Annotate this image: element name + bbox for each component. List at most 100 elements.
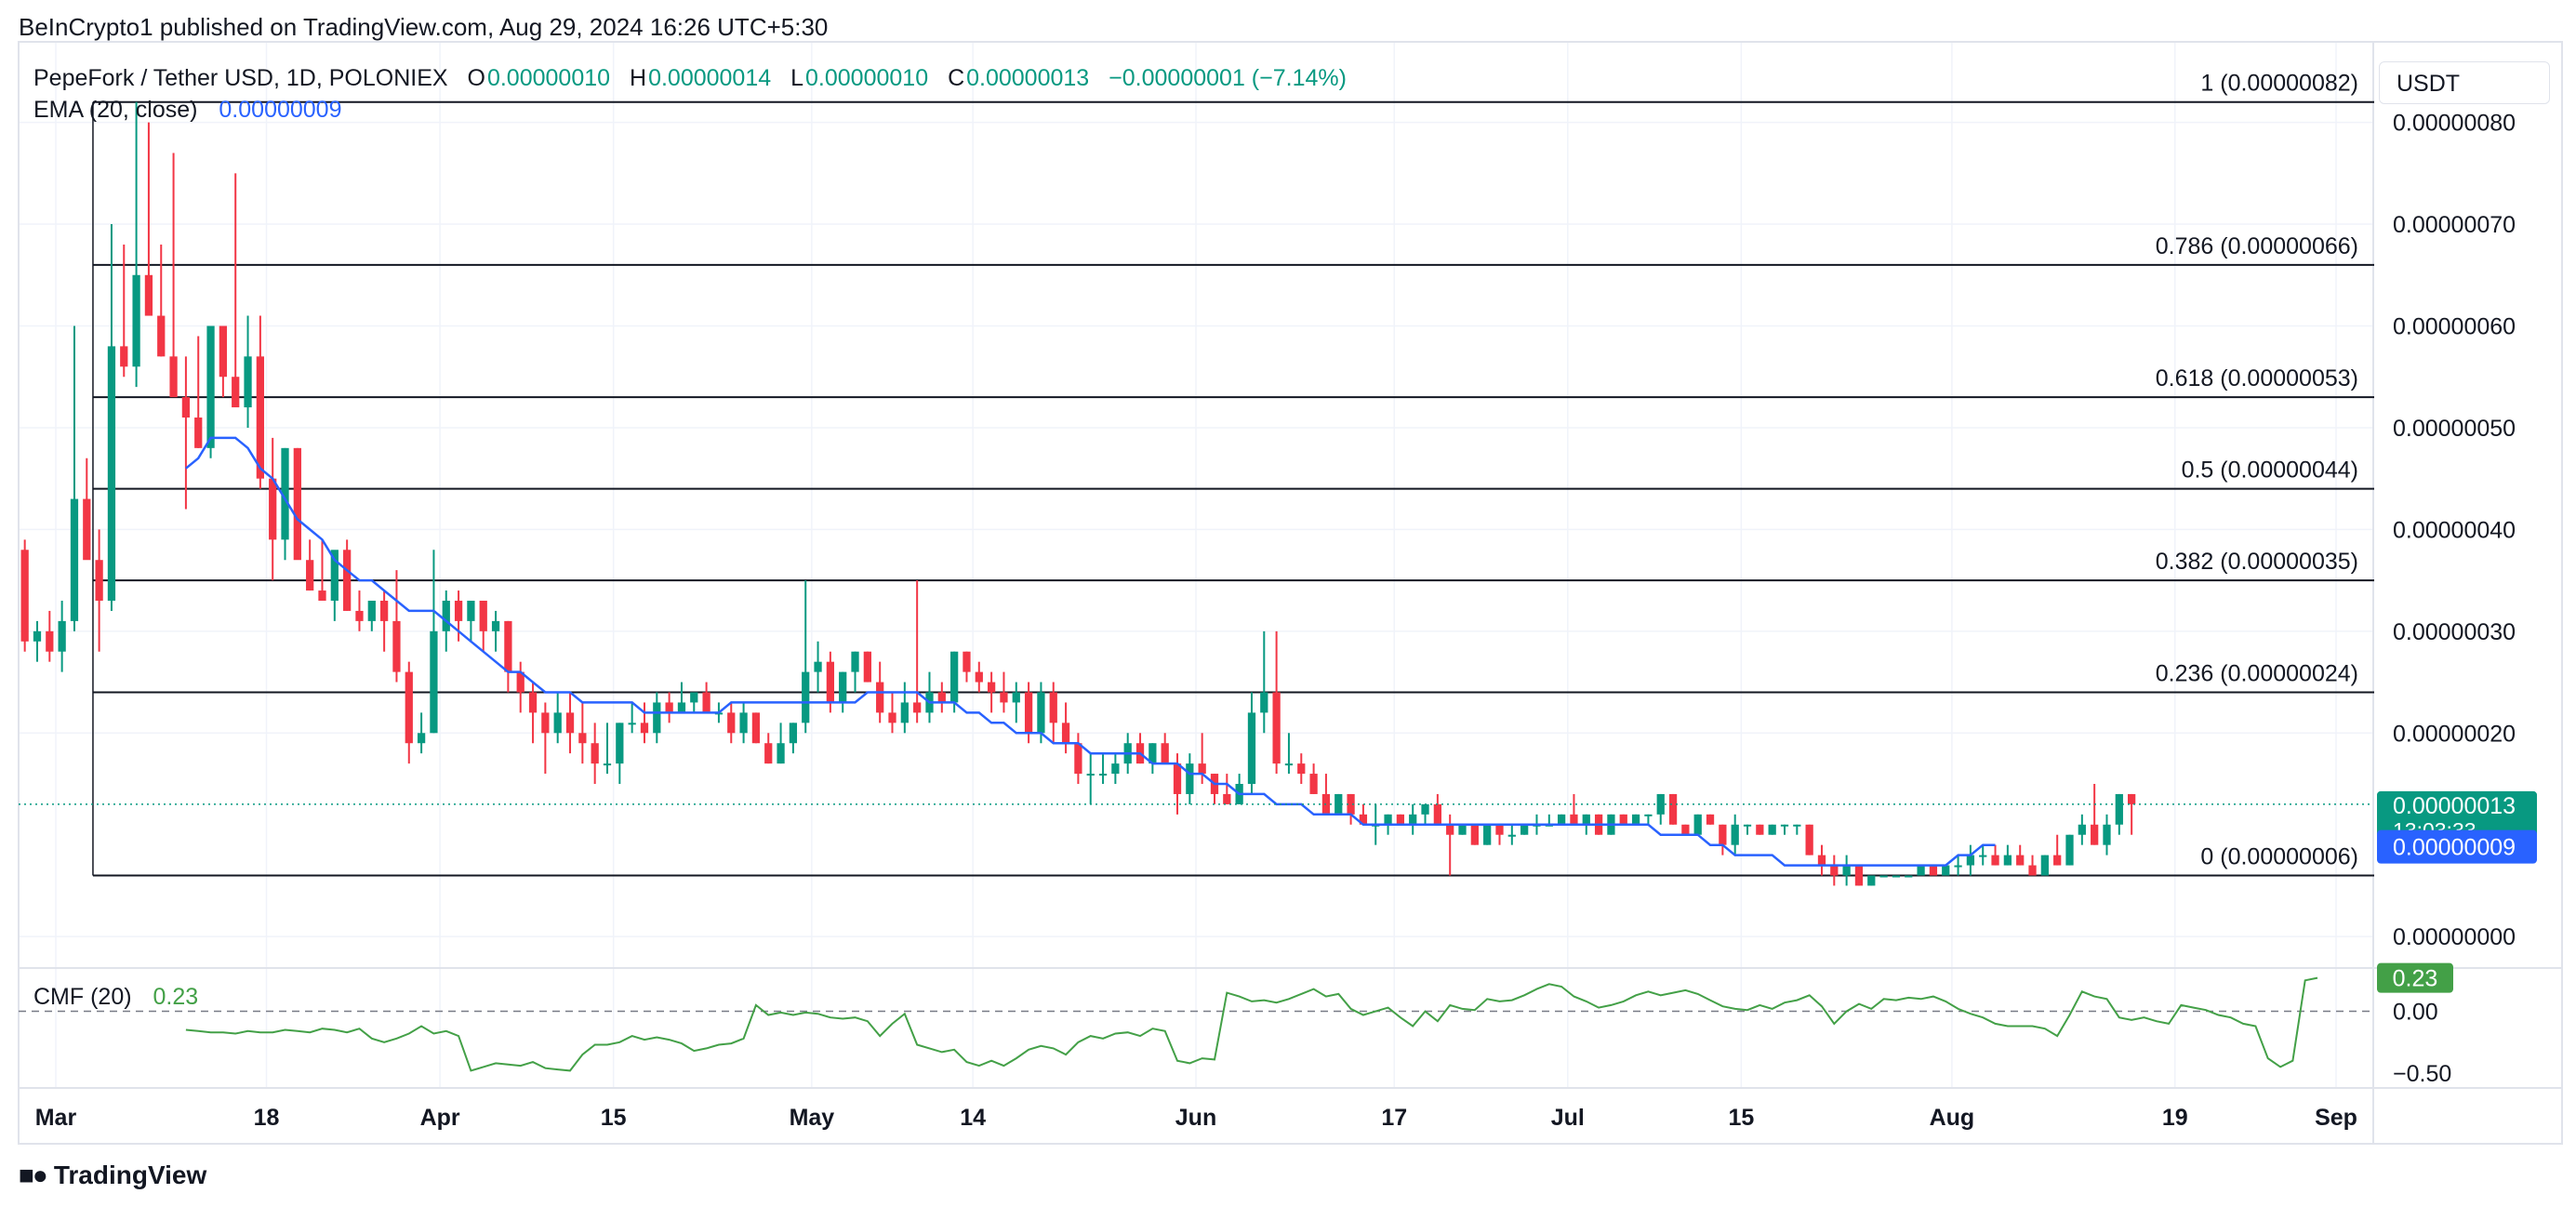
candle: [665, 692, 673, 723]
candle-body: [628, 723, 636, 725]
candle: [1409, 803, 1417, 835]
price-tick-label: 0.00000020: [2393, 721, 2516, 747]
candle-body: [702, 692, 710, 713]
date-tick-label: 17: [1381, 1105, 1407, 1131]
candle-body: [1247, 712, 1256, 784]
candle: [2128, 793, 2136, 835]
candle: [1706, 814, 1715, 825]
date-tick-label: Jul: [1551, 1105, 1585, 1131]
candle: [132, 101, 140, 388]
candle-body: [1582, 814, 1590, 825]
candle-body: [839, 671, 847, 703]
candle: [1743, 824, 1752, 835]
candle: [20, 539, 29, 652]
candle: [751, 712, 761, 744]
candle: [814, 641, 822, 693]
candle-body: [665, 702, 673, 713]
candle-body: [454, 601, 463, 621]
candle-body: [565, 712, 575, 734]
candle-body: [1186, 763, 1194, 794]
candle: [553, 692, 562, 744]
candle: [343, 539, 352, 611]
tradingview-logo[interactable]: ■● TradingView: [19, 1161, 206, 1190]
candle: [1570, 793, 1578, 825]
fib-level-label: 0 (0.00000006): [2200, 844, 2358, 870]
candle-body: [2028, 865, 2037, 876]
candle: [430, 550, 438, 734]
candle-body: [751, 712, 761, 744]
candle: [1805, 824, 1813, 856]
candle: [1917, 865, 1925, 876]
candle: [330, 550, 339, 621]
high-value: 0.00000014: [648, 65, 772, 91]
candle-body: [1024, 692, 1033, 734]
candle-body: [2040, 855, 2049, 876]
candle-body: [95, 560, 103, 601]
candle-body: [764, 743, 773, 764]
candle: [888, 692, 896, 734]
candle: [1656, 793, 1665, 825]
candle: [46, 610, 54, 662]
candle-body: [405, 671, 413, 744]
candle: [1693, 814, 1702, 835]
candle-body: [2128, 793, 2136, 804]
ema-value: 0.00000009: [219, 97, 342, 123]
candle-body: [442, 601, 450, 631]
candle: [1186, 753, 1194, 804]
candle-body: [578, 733, 587, 744]
candle: [70, 325, 79, 631]
candle: [702, 682, 710, 713]
candle-body: [1334, 793, 1343, 815]
candle: [603, 723, 612, 775]
candle-body: [690, 692, 698, 703]
candle: [727, 702, 736, 744]
candle-body: [516, 671, 524, 693]
candle: [1854, 865, 1864, 886]
candle: [181, 356, 191, 510]
candle: [479, 601, 487, 652]
candle: [1421, 803, 1429, 825]
candle-body: [1954, 865, 1962, 868]
candle-body: [219, 325, 228, 378]
candle-body: [1012, 692, 1020, 703]
candle-body: [1297, 763, 1306, 775]
candle: [58, 601, 66, 672]
candle-body: [2091, 824, 2099, 845]
candle: [293, 447, 301, 561]
candle: [33, 620, 42, 662]
candle-body: [814, 661, 822, 672]
candle: [1768, 824, 1776, 835]
candle: [318, 539, 326, 601]
cmf-legend[interactable]: CMF (20) 0.23: [33, 984, 200, 1011]
candle-body: [913, 702, 922, 713]
candle-body: [1668, 793, 1678, 825]
candle-body: [1805, 824, 1813, 856]
candle: [913, 580, 922, 723]
fib-level-label: 0.236 (0.00000024): [2156, 661, 2358, 687]
symbol-name[interactable]: PepeFork / Tether USD, 1D, POLONIEX: [33, 65, 448, 91]
candle: [120, 244, 128, 378]
cmf-value-badge: [2377, 962, 2453, 993]
candle: [1495, 824, 1504, 845]
candle: [1668, 793, 1678, 825]
candle-body: [653, 702, 661, 734]
close-key: C: [948, 65, 965, 91]
candle: [1719, 824, 1727, 856]
candle: [206, 325, 215, 458]
candle-body: [1483, 824, 1492, 845]
candle: [1433, 793, 1441, 825]
ema-legend[interactable]: EMA (20, close) 0.00000009: [33, 97, 344, 124]
candle: [107, 224, 116, 611]
candle: [1198, 733, 1206, 784]
candle: [1892, 875, 1901, 878]
date-tick-label: 15: [601, 1105, 627, 1131]
candle-body: [1446, 824, 1454, 835]
candle-body: [1347, 793, 1355, 815]
ema-price-label: 0.00000009: [2393, 835, 2516, 861]
candle: [1098, 753, 1108, 784]
currency-button[interactable]: USDT: [2379, 61, 2550, 104]
candle-body: [1681, 824, 1690, 835]
candle-body: [1731, 824, 1739, 845]
